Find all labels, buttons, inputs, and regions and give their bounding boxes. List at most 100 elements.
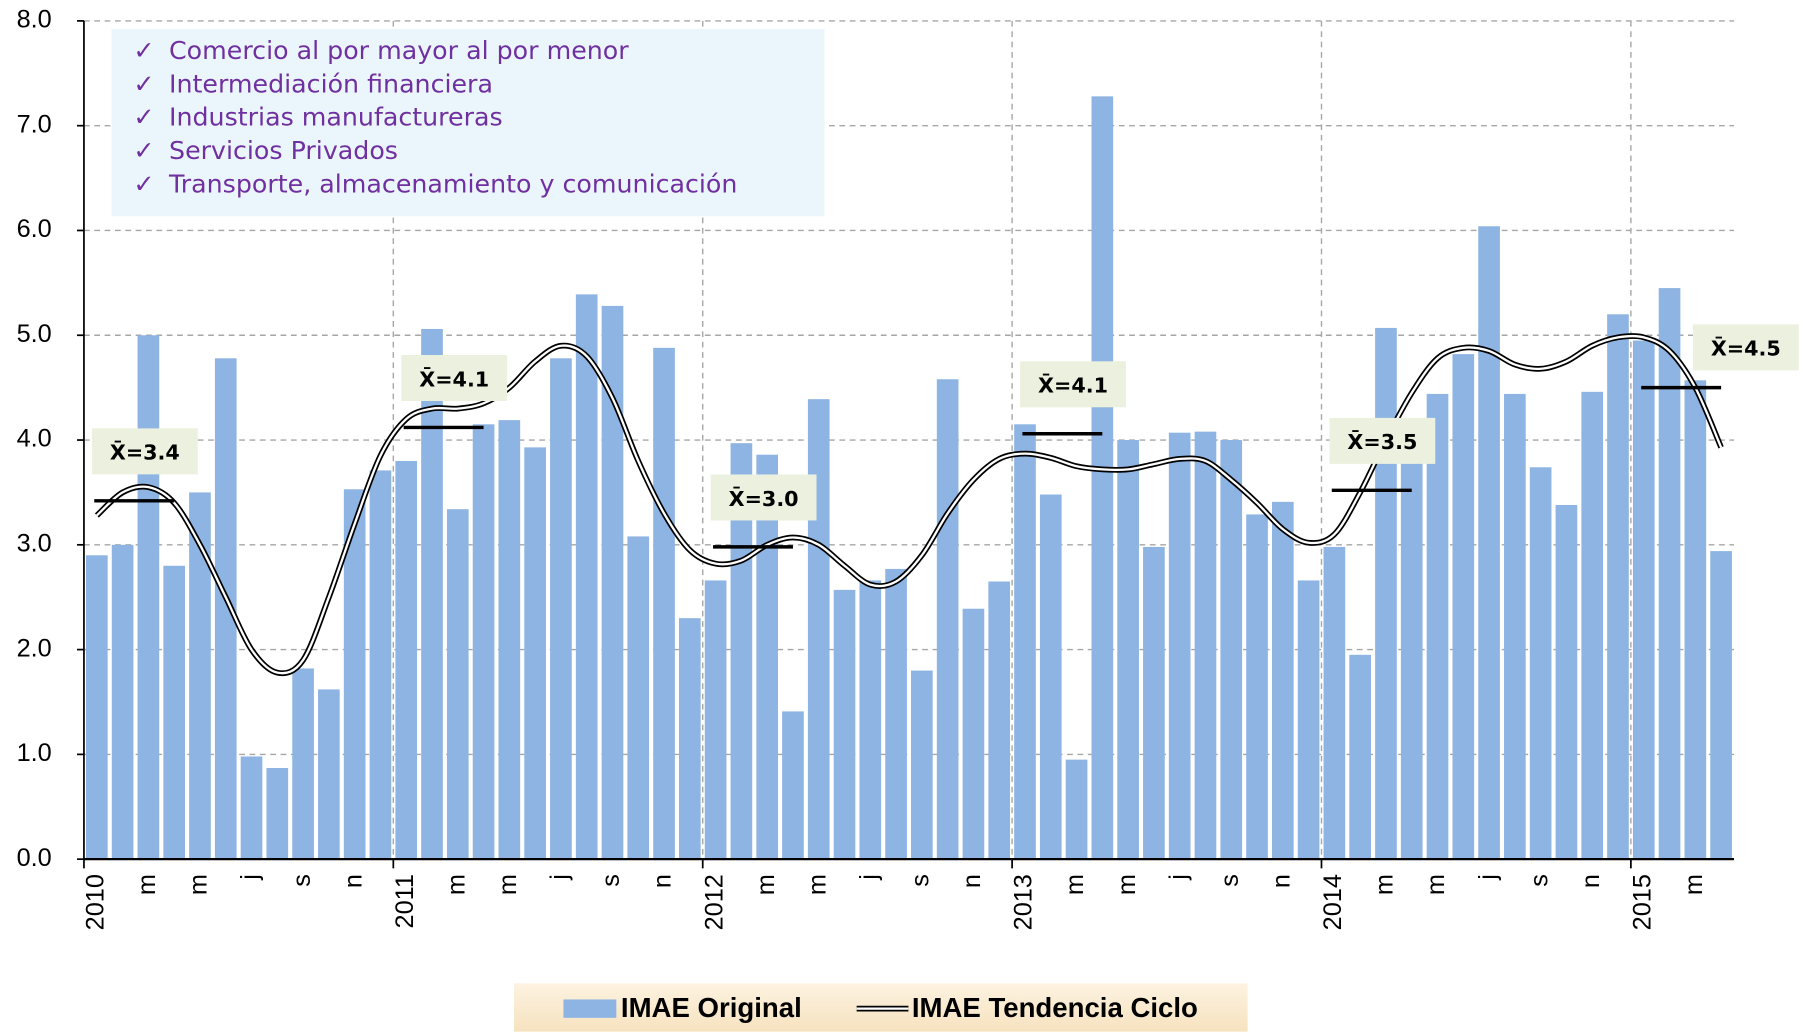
bar <box>1271 501 1294 860</box>
x-tick-label: n <box>1268 874 1296 888</box>
check-mark: ✓ <box>133 36 154 65</box>
bar <box>1581 391 1604 860</box>
x-tick-label: n <box>339 874 367 888</box>
x-tick-label: s <box>907 874 935 887</box>
x-tick-label: m <box>1371 874 1399 895</box>
y-tick-label: 1.0 <box>17 739 52 767</box>
bar <box>1323 546 1346 860</box>
bar <box>1400 433 1423 860</box>
bar <box>240 756 263 860</box>
x-tick-label: n <box>958 874 986 888</box>
mean-label: X̄=4.1 <box>1038 373 1108 398</box>
bar <box>601 305 624 860</box>
bar <box>1452 354 1475 860</box>
x-tick-label: 2014 <box>1319 874 1347 930</box>
bar <box>1478 226 1500 860</box>
check-mark: ✓ <box>133 69 154 98</box>
bar <box>1504 393 1526 860</box>
y-tick-label: 7.0 <box>17 110 52 138</box>
x-tick-label: s <box>1525 874 1553 887</box>
bar <box>756 454 779 860</box>
bar <box>472 424 495 860</box>
x-tick-label: m <box>1113 874 1141 895</box>
bar <box>318 689 340 860</box>
bar <box>782 711 804 860</box>
mean-label-box <box>1020 361 1126 408</box>
x-tick-label: m <box>752 874 780 895</box>
line-layer <box>94 333 1724 677</box>
x-tick-label: 2011 <box>391 874 419 928</box>
x-tick-label: j <box>1474 874 1502 881</box>
bar <box>1168 432 1191 860</box>
note-item: Intermediación financiera <box>169 69 493 98</box>
bar <box>1246 514 1268 860</box>
bar <box>1607 314 1629 860</box>
bar <box>678 618 701 860</box>
y-tick-label: 5.0 <box>17 320 52 348</box>
legend-label: IMAE Tendencia Ciclo <box>912 992 1198 1023</box>
x-tick-label: 2015 <box>1628 874 1656 930</box>
mean-label: X̄=4.1 <box>419 367 489 392</box>
note-item: Transporte, almacenamiento y comunicació… <box>168 169 737 198</box>
mean-label-box <box>401 355 508 402</box>
note-box: ✓ Comercio al por mayor al por menor ✓ Inte… <box>111 28 825 217</box>
bar <box>653 347 675 860</box>
bar <box>859 580 882 860</box>
bar <box>189 492 211 860</box>
check-mark: ✓ <box>133 169 154 198</box>
y-tick-label: 8.0 <box>17 6 52 34</box>
bar <box>524 447 546 860</box>
x-tick-label: m <box>133 874 161 895</box>
x-tick-label: m <box>494 874 522 895</box>
bar <box>1684 380 1707 860</box>
x-tick-label: m <box>1422 874 1450 895</box>
bar <box>885 568 907 860</box>
y-tick-label: 4.0 <box>17 425 52 453</box>
bar <box>1014 424 1036 860</box>
bar <box>1529 467 1552 860</box>
legend-swatch-bar <box>563 999 617 1018</box>
mean-label: X̄=3.5 <box>1347 429 1417 454</box>
bar <box>1426 393 1449 860</box>
x-tick-label: s <box>597 874 625 887</box>
mean-label-box <box>1329 417 1436 464</box>
mean-label: X̄=3.4 <box>110 440 180 465</box>
bar <box>550 358 572 860</box>
bar <box>1117 440 1139 860</box>
x-tick-label: s <box>288 874 316 887</box>
bar <box>1658 288 1681 860</box>
mean-label: X̄=3.0 <box>729 486 799 511</box>
bar <box>137 335 160 860</box>
bar <box>807 399 830 860</box>
x-tick-label: n <box>649 874 677 888</box>
bar <box>214 358 237 860</box>
x-tick-label: j <box>855 874 883 881</box>
axis-layer: 0.0 1.0 2.0 3.0 4.0 5.0 6.0 7.0 8.0 2010 m m j s n 2011… <box>17 6 1735 930</box>
y-tick-label: 3.0 <box>17 530 52 558</box>
bar <box>627 536 650 860</box>
bar <box>498 420 521 860</box>
bar <box>1555 504 1578 860</box>
mean-label: X̄=4.5 <box>1711 336 1781 361</box>
bar <box>911 670 933 860</box>
bar <box>266 768 289 860</box>
x-tick-label: 2012 <box>700 874 728 930</box>
y-tick-label: 2.0 <box>17 634 52 662</box>
check-mark: ✓ <box>133 136 154 165</box>
y-tick-label: 0.0 <box>17 844 52 872</box>
x-tick-label: j <box>546 874 574 881</box>
bar <box>1091 96 1114 860</box>
bar <box>446 509 469 860</box>
x-tick-label: j <box>1164 874 1192 881</box>
x-tick-label: m <box>803 874 831 895</box>
bar <box>1065 759 1088 860</box>
bar <box>1143 546 1165 860</box>
note-item: Comercio al por mayor al por menor <box>169 36 629 65</box>
legend: IMAE Original IMAE Tendencia Ciclo <box>513 983 1248 1032</box>
bar <box>1375 327 1397 860</box>
bar <box>1039 494 1062 860</box>
bar <box>988 581 1011 860</box>
note-item: Servicios Privados <box>169 136 398 165</box>
